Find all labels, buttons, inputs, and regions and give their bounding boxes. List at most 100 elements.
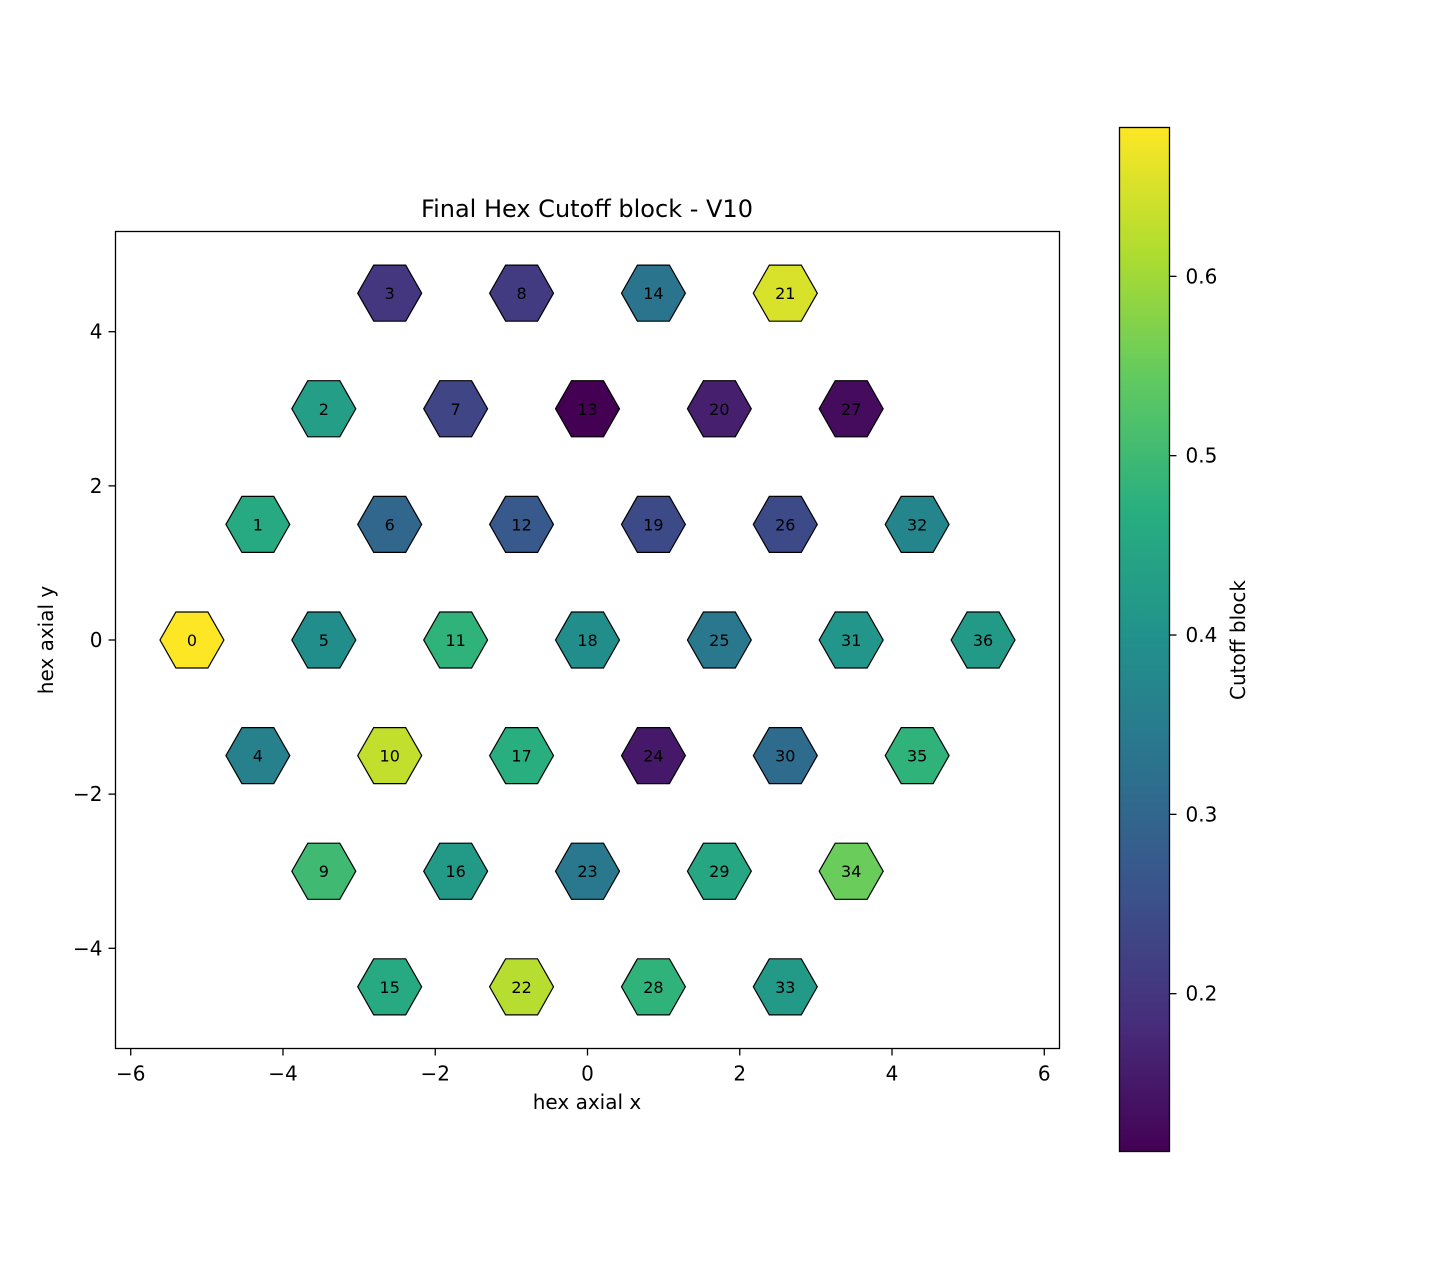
- hex-cell-label: 6: [385, 515, 395, 534]
- x-tick-label: 2: [733, 1062, 746, 1086]
- colorbar-tick-label: 0.4: [1186, 623, 1218, 647]
- hex-cell-label: 1: [253, 515, 263, 534]
- hex-cell-shape: [357, 958, 423, 1016]
- colorbar-tick-label: 0.6: [1186, 264, 1218, 288]
- hex-cell: 12: [488, 495, 555, 554]
- hex-cell-label: 11: [445, 631, 465, 650]
- hex-cell-label: 19: [643, 515, 663, 534]
- hex-cell: 36: [950, 611, 1016, 669]
- hex-cell-label: 20: [709, 400, 729, 419]
- hex-cell-label: 8: [516, 284, 526, 303]
- hex-cell-shape: [423, 842, 489, 900]
- hex-cell-label: 33: [775, 978, 795, 997]
- hex-layer: 0123456789101112131415161718192021222324…: [159, 264, 1016, 1016]
- colorbar-tick-label: 0.5: [1186, 444, 1218, 468]
- hex-cell-label: 4: [253, 747, 263, 766]
- hex-cell: 18: [554, 611, 621, 669]
- hex-cell: 6: [357, 495, 423, 554]
- hex-cell: 29: [686, 842, 752, 900]
- hex-cell-label: 15: [380, 978, 400, 997]
- hex-cell: 31: [818, 611, 884, 669]
- hex-cell: 24: [620, 726, 687, 785]
- hex-cell-shape: [686, 842, 752, 900]
- hex-cell-label: 31: [841, 631, 861, 650]
- hex-cell: 0: [159, 611, 225, 669]
- x-tick-label: −4: [268, 1062, 297, 1086]
- hex-cell-label: 10: [380, 747, 400, 766]
- x-tick-label: −6: [116, 1062, 145, 1086]
- hex-cell-shape: [884, 726, 950, 785]
- hex-cell-label: 34: [841, 862, 861, 881]
- hex-cell: 11: [423, 611, 489, 669]
- hex-cell-shape: [488, 726, 555, 785]
- hex-cell: 17: [488, 726, 555, 785]
- y-tick-label: 4: [90, 320, 103, 344]
- x-tick-label: 0: [581, 1062, 594, 1086]
- hex-cell-shape: [752, 726, 818, 785]
- colorbar-tick-label: 0.3: [1186, 802, 1218, 826]
- y-tick-label: −2: [73, 782, 102, 806]
- hex-cell-shape: [554, 380, 621, 438]
- hex-cell: 2: [291, 380, 357, 438]
- hex-cell-label: 18: [577, 631, 597, 650]
- hex-cell-label: 32: [907, 515, 927, 534]
- hex-cell: 5: [291, 611, 357, 669]
- hex-cell: 9: [291, 842, 357, 900]
- hex-cell-label: 22: [511, 978, 531, 997]
- x-tick-label: 4: [886, 1062, 899, 1086]
- hex-cell: 21: [752, 264, 818, 322]
- colorbar: [1118, 126, 1171, 1153]
- y-tick-label: 2: [90, 474, 103, 498]
- hex-cell-shape: [225, 726, 291, 785]
- hex-cell-label: 16: [445, 862, 465, 881]
- hex-cell-shape: [884, 495, 950, 554]
- hex-cell-shape: [488, 495, 555, 554]
- hex-cell: 25: [686, 611, 752, 669]
- hex-cell-shape: [554, 842, 621, 900]
- hex-cell-label: 3: [385, 284, 395, 303]
- hex-cell: 30: [752, 726, 818, 785]
- hex-cell: 16: [423, 842, 489, 900]
- hex-cell: 27: [818, 380, 884, 438]
- hex-cell-shape: [159, 611, 225, 669]
- x-tick-label: −2: [420, 1062, 449, 1086]
- hex-cell: 32: [884, 495, 950, 554]
- hex-cell-shape: [818, 842, 884, 900]
- hex-cell-label: 24: [643, 747, 663, 766]
- hex-cell-label: 5: [319, 631, 329, 650]
- hex-cell-label: 35: [907, 747, 927, 766]
- hex-cell-shape: [686, 611, 752, 669]
- hex-cell: 28: [620, 958, 687, 1016]
- hex-cell-shape: [620, 495, 687, 554]
- hex-cell-shape: [818, 611, 884, 669]
- hex-cell-label: 7: [451, 400, 461, 419]
- hex-cell-shape: [423, 611, 489, 669]
- hex-cell-shape: [818, 380, 884, 438]
- hex-cell: 1: [225, 495, 291, 554]
- hex-cell-label: 17: [511, 747, 531, 766]
- y-tick-label: −4: [73, 936, 102, 960]
- hex-cell-shape: [554, 611, 621, 669]
- hex-cell: 19: [620, 495, 687, 554]
- hex-cell-shape: [752, 264, 818, 322]
- hex-cell-shape: [291, 611, 357, 669]
- hex-cell-label: 30: [775, 747, 795, 766]
- hex-cell-label: 2: [319, 400, 329, 419]
- hex-cell: 34: [818, 842, 884, 900]
- hex-cell-shape: [225, 495, 291, 554]
- y-axis-label: hex axial y: [34, 586, 58, 695]
- hex-cell-shape: [357, 264, 423, 322]
- hex-cell: 7: [423, 380, 489, 438]
- hex-cell-shape: [620, 264, 687, 322]
- hex-cell-label: 28: [643, 978, 663, 997]
- hex-cell-shape: [686, 380, 752, 438]
- hex-cell-label: 9: [319, 862, 329, 881]
- hex-cell-label: 21: [775, 284, 795, 303]
- hex-cell-shape: [752, 958, 818, 1016]
- hex-cell: 8: [488, 264, 555, 322]
- hex-cell-label: 14: [643, 284, 663, 303]
- hex-cell-label: 26: [775, 515, 795, 534]
- colorbar-tick-label: 0.2: [1186, 982, 1218, 1006]
- hex-cell-shape: [488, 958, 555, 1016]
